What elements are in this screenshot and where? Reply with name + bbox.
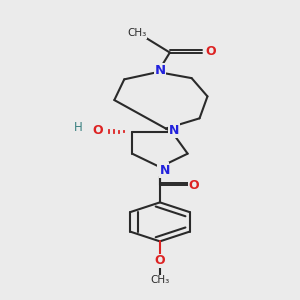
Text: N: N — [169, 124, 179, 137]
Text: O: O — [205, 45, 215, 58]
Text: H: H — [74, 121, 83, 134]
Text: N: N — [154, 64, 166, 76]
Text: N: N — [160, 164, 170, 177]
Text: CH₃: CH₃ — [150, 275, 170, 285]
Text: N: N — [158, 163, 168, 176]
Text: CH₃: CH₃ — [127, 28, 146, 38]
Text: O: O — [188, 179, 199, 192]
Text: O: O — [154, 254, 165, 267]
Text: O: O — [92, 124, 103, 137]
